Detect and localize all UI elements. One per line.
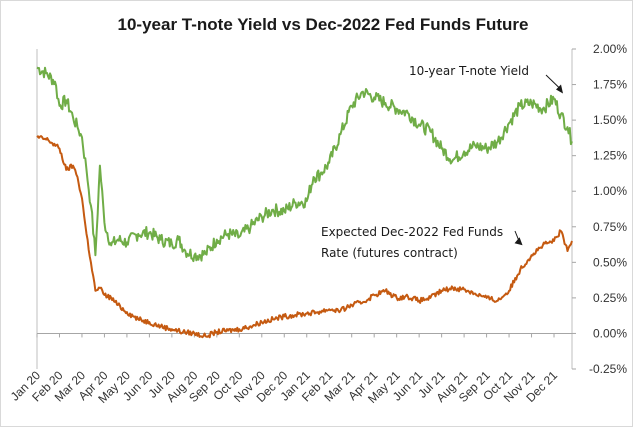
y-tick-label: 1.50% <box>593 113 627 127</box>
annotation-label-fedfunds-line1: Expected Dec-2022 Fed Funds <box>321 225 503 239</box>
annotation-label-fedfunds-line2: Rate (futures contract) <box>321 246 458 260</box>
annotation-arrowhead-tnote <box>556 84 564 94</box>
y-tick-label: 0.25% <box>593 291 627 305</box>
y-tick-label: 1.75% <box>593 78 627 92</box>
series-layer <box>36 66 573 339</box>
annotation-arrowhead-fedfunds <box>514 237 523 246</box>
series-line-fed-funds-future <box>36 135 573 339</box>
annotation-layer: 10-year T-note Yield Expected Dec-2022 Fe… <box>321 64 564 260</box>
y-tick-label: 1.00% <box>593 184 627 198</box>
y-tick-label: 2.00% <box>593 42 627 56</box>
y-axis-tick-labels: -0.25% 0.00% 0.25% 0.50% 0.75% 1.00% 1.25% 1.50… <box>572 42 627 376</box>
plot-area <box>36 49 573 369</box>
annotation-label-tnote: 10-year T-note Yield <box>409 64 529 78</box>
y-tick-label: -0.25% <box>589 362 627 376</box>
chart-title: 10-year T-note Yield vs Dec-2022 Fed Fun… <box>118 15 529 34</box>
y-tick-label: 0.50% <box>593 255 627 269</box>
series-line-tnote-yield <box>36 66 573 263</box>
y-tick-label: 0.00% <box>593 326 627 340</box>
y-tick-label: 0.75% <box>593 220 627 234</box>
y-tick-label: 1.25% <box>593 149 627 163</box>
